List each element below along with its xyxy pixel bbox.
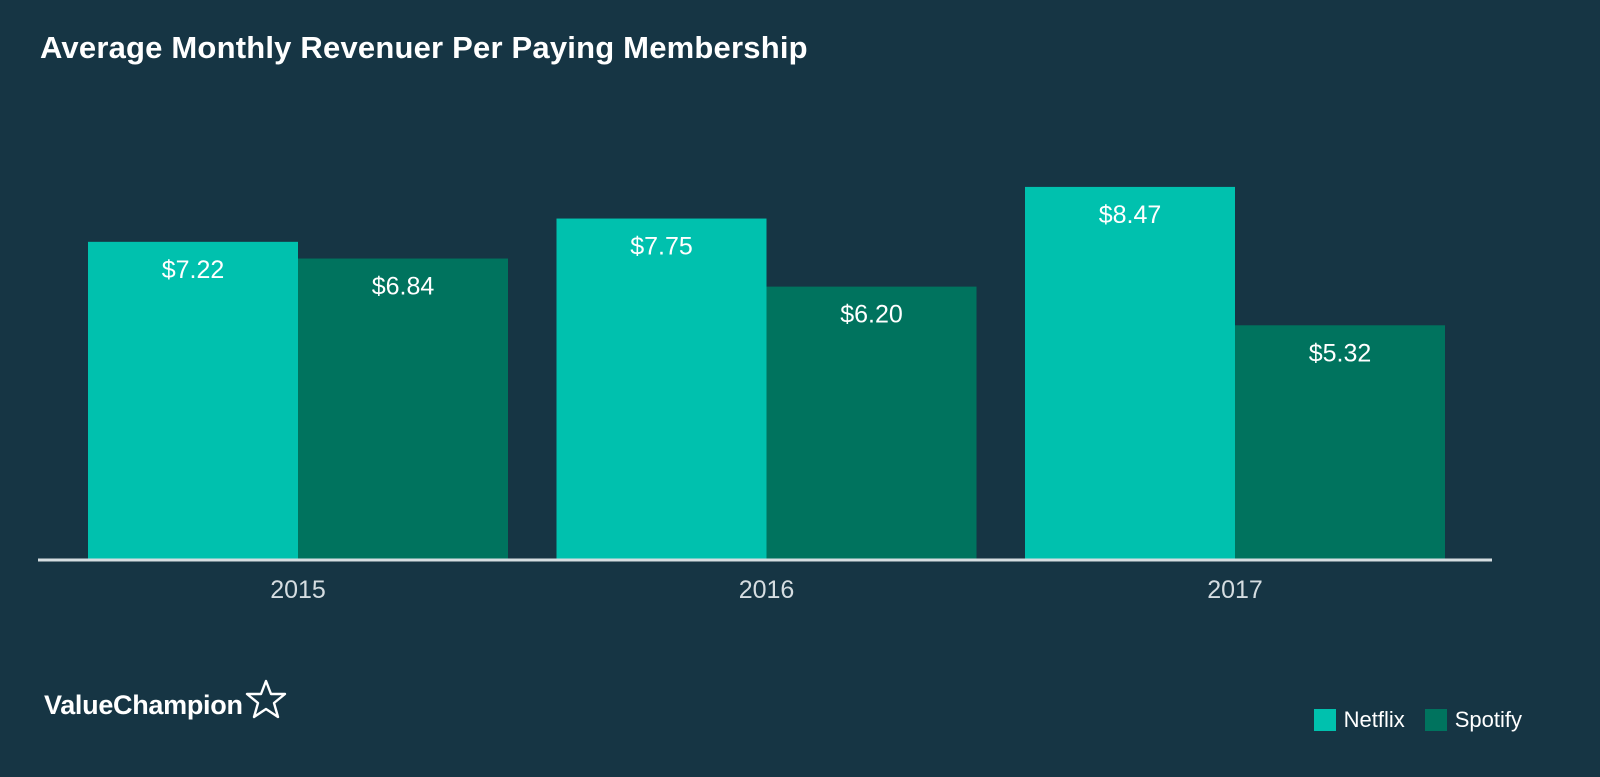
- legend-item-netflix: Netflix: [1313, 707, 1405, 733]
- data-label-spotify-2016: $6.20: [840, 301, 903, 329]
- bar-netflix-2017: [1025, 186, 1235, 559]
- data-label-spotify-2015: $6.84: [372, 273, 435, 301]
- chart-legend: Netflix Spotify: [1313, 707, 1522, 733]
- brand-name: ValueChampion: [44, 690, 243, 720]
- x-tick-label-2016: 2016: [739, 576, 795, 604]
- chart-title: Average Monthly Revenuer Per Paying Memb…: [40, 30, 808, 65]
- bar-netflix-2016: [556, 218, 767, 560]
- bar-spotify-2015: [298, 258, 508, 559]
- bar-spotify-2017: [1235, 325, 1445, 559]
- legend-item-spotify: Spotify: [1424, 707, 1522, 733]
- data-label-spotify-2017: $5.32: [1309, 339, 1372, 367]
- x-tick-label-2017: 2017: [1207, 576, 1263, 604]
- star-outline-icon: [245, 679, 286, 718]
- bar-netflix-2015: [88, 241, 298, 560]
- bar-spotify-2016: [766, 286, 977, 559]
- brand-logo: ValueChampion: [44, 679, 287, 721]
- legend-swatch-spotify: [1424, 709, 1447, 731]
- data-label-netflix-2016: $7.75: [630, 233, 693, 261]
- data-label-netflix-2017: $8.47: [1099, 201, 1162, 229]
- legend-label-spotify: Spotify: [1454, 707, 1522, 732]
- legend-label-netflix: Netflix: [1343, 707, 1405, 732]
- x-tick-label-2015: 2015: [270, 576, 326, 604]
- data-label-netflix-2015: $7.22: [162, 256, 225, 284]
- legend-swatch-netflix: [1313, 709, 1336, 731]
